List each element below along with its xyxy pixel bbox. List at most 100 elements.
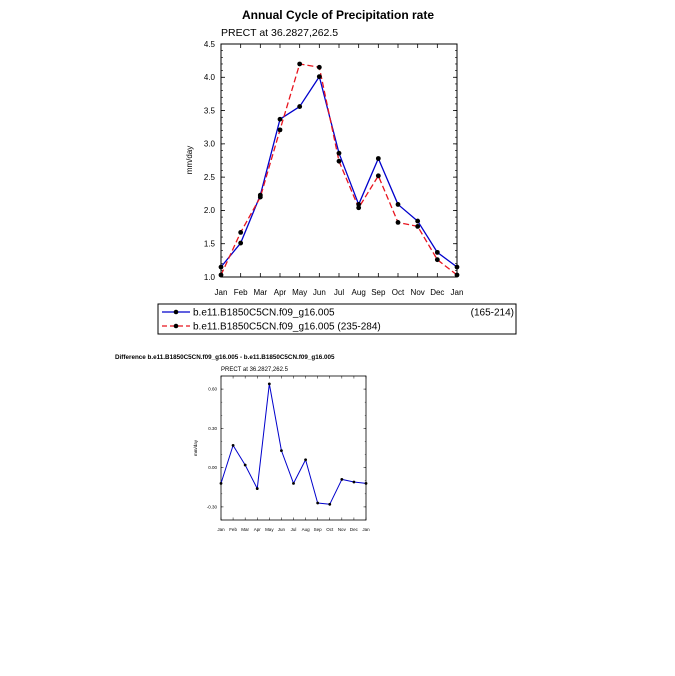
- main-series-1-point: [297, 104, 303, 109]
- diff-series-1-point: [280, 449, 283, 453]
- difference-chart: Difference b.e11.B1850C5CN.f09_g16.005 -…: [115, 354, 370, 532]
- main-x-tick-label: Jan: [451, 288, 464, 297]
- main-series-1-point: [434, 249, 440, 255]
- diff-series-1-point: [219, 481, 223, 485]
- main-chart: Annual Cycle of Precipitation rate PRECT…: [185, 8, 463, 297]
- main-series-2-point: [375, 173, 381, 179]
- diff-y-tick-label: 0.60: [208, 387, 217, 392]
- main-x-tick-label: Mar: [253, 288, 267, 297]
- diff-x-tick-label: Nov: [338, 527, 347, 532]
- main-x-tick-label: Aug: [352, 288, 366, 297]
- diff-series-line-1: [220, 383, 367, 505]
- main-x-tick-label: Oct: [392, 288, 405, 297]
- main-series-2-point: [297, 61, 303, 67]
- main-y-tick-label: 2.0: [204, 206, 216, 215]
- main-series-1-point: [316, 74, 322, 80]
- diff-series-1-point: [267, 382, 271, 386]
- main-series-1-point: [375, 156, 381, 161]
- diff-x-tick-label: Feb: [229, 527, 237, 532]
- main-series-2-point: [434, 257, 440, 263]
- main-y-tick-label: 3.5: [204, 106, 216, 115]
- main-series-2-point: [336, 158, 342, 164]
- main-chart-subtitle: PRECT at 36.2827,262.5: [221, 27, 338, 39]
- diff-x-tick-label: Mar: [241, 527, 249, 532]
- legend: b.e11.B1850C5CN.f09_g16.005 (165-214) b.…: [157, 303, 517, 335]
- main-series-1-point: [395, 202, 401, 207]
- diff-x-tick-label: Jul: [291, 527, 297, 532]
- diff-series-1-point: [328, 502, 332, 506]
- main-y-tick-label: 3.0: [204, 140, 216, 149]
- diff-x-tick-label: May: [265, 527, 274, 532]
- main-axis-ticks: [220, 43, 458, 278]
- main-series-2-point: [415, 224, 421, 229]
- diff-y-tick-label: 0.00: [208, 465, 217, 470]
- diff-series-1-point: [304, 458, 307, 462]
- main-x-tick-label: Apr: [274, 288, 287, 297]
- main-series-2-point: [395, 220, 401, 225]
- main-series-1-point: [218, 264, 224, 270]
- main-x-tick-label: Jun: [313, 288, 326, 297]
- main-series-2-point: [238, 229, 244, 235]
- legend-box: [157, 303, 517, 335]
- legend-marker-series-1: [173, 309, 179, 315]
- main-series-1-point: [238, 240, 244, 246]
- diff-series-1-point: [316, 501, 320, 505]
- main-series-1-point: [277, 116, 283, 122]
- diff-x-tick-label: Oct: [326, 527, 334, 532]
- main-x-tick-label: Jul: [334, 288, 344, 297]
- diff-x-tick-label: Jan: [217, 527, 225, 532]
- main-series-2-point: [277, 127, 283, 133]
- diff-x-tick-label: Aug: [302, 527, 311, 532]
- main-series-line-1: [220, 75, 458, 268]
- diff-series-1-point: [340, 478, 344, 481]
- legend-label-series-1: b.e11.B1850C5CN.f09_g16.005: [193, 308, 335, 319]
- difference-y-axis-labels: -0.30 0.00 0.30 0.60: [207, 387, 218, 510]
- difference-axis-ticks: [220, 375, 367, 521]
- main-series-group: [218, 61, 460, 278]
- main-series-1-point: [454, 264, 460, 270]
- main-y-tick-label: 1.5: [204, 240, 216, 249]
- main-series-2-point: [356, 205, 362, 211]
- diff-x-tick-label: Jun: [278, 527, 286, 532]
- main-x-tick-label: Nov: [411, 288, 425, 297]
- diff-series-1-point: [352, 480, 356, 484]
- diff-series-1-point: [364, 481, 368, 485]
- main-x-tick-label: May: [292, 288, 307, 297]
- diff-y-tick-label: 0.30: [208, 426, 217, 431]
- main-x-tick-label: Sep: [371, 288, 386, 297]
- diff-y-tick-label: -0.30: [207, 504, 218, 509]
- legend-period-series-1: (165-214): [471, 308, 514, 319]
- main-series-2-point: [454, 272, 460, 278]
- main-chart-title: Annual Cycle of Precipitation rate: [242, 8, 434, 22]
- main-series-line-2: [220, 63, 458, 276]
- main-y-axis-labels: 1.0 1.5 2.0 2.5 3.0 3.5 4.0 4.5: [204, 40, 216, 282]
- main-x-tick-label: Dec: [430, 288, 444, 297]
- difference-chart-ylabel: mm/day: [193, 439, 198, 456]
- diff-series-1-point: [243, 463, 247, 467]
- diff-x-tick-label: Apr: [254, 527, 262, 532]
- difference-chart-subtitle: PRECT at 36.2827,262.5: [221, 367, 289, 373]
- legend-label-series-2: b.e11.B1850C5CN.f09_g16.005 (235-284): [193, 322, 381, 333]
- diff-series-1-point: [292, 481, 295, 485]
- main-x-tick-label: Jan: [215, 288, 228, 297]
- diff-x-tick-label: Jan: [362, 527, 370, 532]
- difference-chart-title: Difference b.e11.B1850C5CN.f09_g16.005 -…: [115, 354, 335, 361]
- difference-series-group: [219, 382, 368, 506]
- main-series-1-point: [336, 150, 342, 156]
- main-y-tick-label: 4.0: [204, 73, 216, 82]
- main-series-1-point: [415, 218, 421, 224]
- diff-x-tick-label: Sep: [314, 527, 323, 532]
- main-x-axis-labels: Jan Feb Mar Apr May Jun Jul Aug Sep Oct Nov Dec Jan: [215, 288, 464, 297]
- legend-marker-series-2: [173, 323, 179, 329]
- main-series-1-point: [356, 202, 362, 207]
- main-chart-ylabel: mm/day: [185, 146, 194, 174]
- difference-x-axis-labels: Jan Feb Mar Apr May Jun Jul Aug Sep Oct Nov Dec Jan: [217, 527, 370, 532]
- diff-series-1-point: [231, 443, 235, 447]
- diff-x-tick-label: Dec: [350, 527, 359, 532]
- main-series-2-point: [316, 64, 322, 70]
- main-y-tick-label: 2.5: [204, 173, 216, 182]
- main-series-2-point: [257, 194, 263, 200]
- main-y-tick-label: 1.0: [204, 273, 216, 282]
- diff-series-1-point: [255, 487, 259, 490]
